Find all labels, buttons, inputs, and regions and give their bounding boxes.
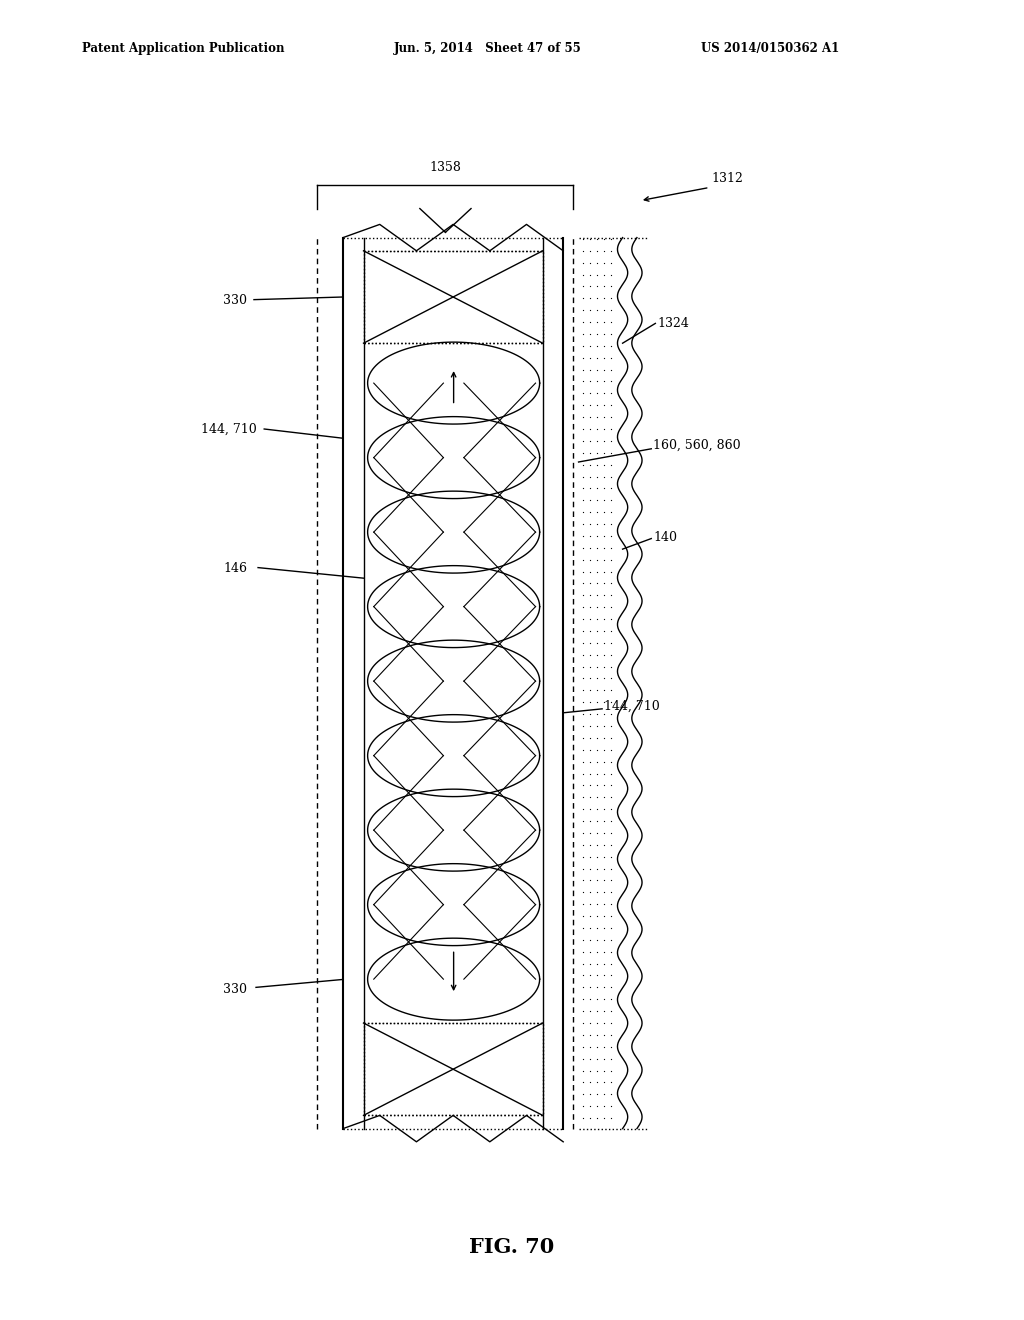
Text: Patent Application Publication: Patent Application Publication bbox=[82, 42, 285, 55]
Text: 140: 140 bbox=[653, 531, 677, 544]
Text: 144, 710: 144, 710 bbox=[201, 422, 256, 436]
Text: 160, 560, 860: 160, 560, 860 bbox=[653, 438, 741, 451]
Text: Jun. 5, 2014   Sheet 47 of 55: Jun. 5, 2014 Sheet 47 of 55 bbox=[394, 42, 582, 55]
Text: 144, 710: 144, 710 bbox=[604, 700, 659, 713]
Text: 330: 330 bbox=[223, 982, 247, 995]
Text: 1312: 1312 bbox=[712, 172, 743, 185]
Text: 1358: 1358 bbox=[429, 161, 462, 174]
Text: 330: 330 bbox=[223, 293, 247, 306]
Text: FIG. 70: FIG. 70 bbox=[469, 1237, 555, 1258]
Text: 146: 146 bbox=[223, 561, 247, 574]
Text: US 2014/0150362 A1: US 2014/0150362 A1 bbox=[701, 42, 840, 55]
Text: 1324: 1324 bbox=[657, 317, 689, 330]
